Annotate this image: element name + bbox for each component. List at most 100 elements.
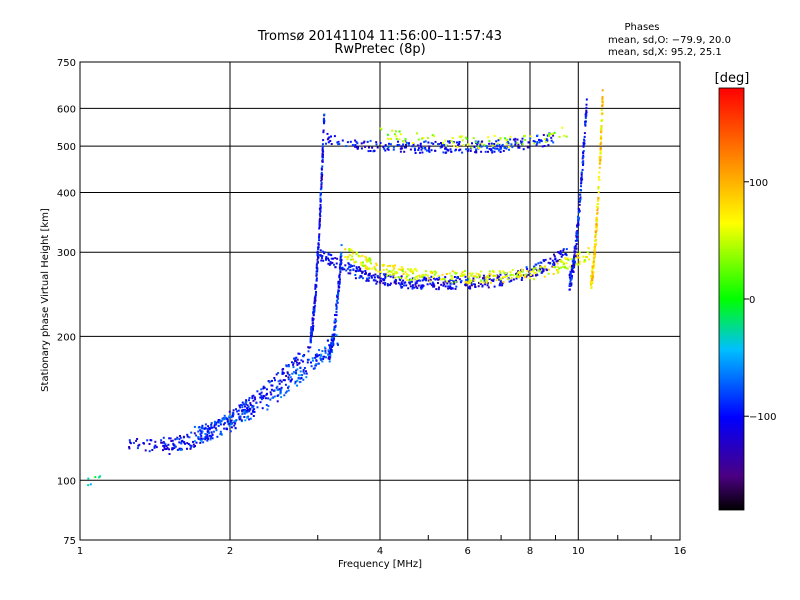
data-point <box>319 203 322 206</box>
data-point <box>251 406 254 409</box>
data-point <box>314 299 317 302</box>
data-point <box>348 266 350 269</box>
data-point <box>473 279 476 282</box>
data-point <box>332 257 334 260</box>
data-point <box>309 346 312 349</box>
data-point <box>458 149 461 152</box>
data-point <box>299 370 302 373</box>
data-point <box>581 157 584 160</box>
data-point <box>285 390 288 393</box>
data-point <box>346 267 349 270</box>
data-point <box>414 152 417 154</box>
data-point <box>591 281 594 284</box>
data-point <box>369 150 372 152</box>
data-point <box>517 146 520 149</box>
data-point <box>416 144 419 147</box>
data-point <box>565 254 568 257</box>
data-point <box>274 379 276 382</box>
data-point <box>335 300 338 303</box>
data-point <box>455 279 458 282</box>
data-point <box>163 442 166 445</box>
data-point <box>199 438 202 441</box>
data-point <box>338 281 341 284</box>
data-point <box>375 264 378 267</box>
data-point <box>337 140 340 143</box>
data-point <box>311 319 314 322</box>
data-point <box>601 96 604 99</box>
data-point <box>305 370 307 373</box>
data-point <box>425 279 428 282</box>
data-point <box>337 282 340 285</box>
data-point <box>367 279 370 282</box>
data-point <box>317 362 320 365</box>
data-point <box>451 281 454 284</box>
data-point <box>318 349 321 352</box>
data-point <box>372 150 375 153</box>
data-point <box>528 270 530 273</box>
data-point <box>570 273 572 276</box>
data-point <box>516 142 519 145</box>
data-point <box>358 255 361 258</box>
data-point <box>401 285 404 288</box>
data-point <box>337 285 340 288</box>
data-point <box>326 132 329 135</box>
data-point <box>233 420 236 423</box>
data-point <box>427 274 429 277</box>
data-point <box>576 237 579 240</box>
data-point <box>407 144 410 147</box>
data-point <box>476 141 479 144</box>
data-point <box>475 141 478 144</box>
data-point <box>573 251 576 254</box>
data-point <box>331 345 333 348</box>
data-point <box>385 268 388 271</box>
data-point <box>561 254 564 256</box>
data-point <box>524 139 527 141</box>
data-point <box>223 427 226 430</box>
data-point <box>376 280 379 283</box>
data-point <box>316 252 319 255</box>
data-point <box>269 391 272 394</box>
data-point <box>453 144 455 147</box>
data-point <box>279 379 282 382</box>
data-point <box>303 372 306 375</box>
data-point <box>422 273 425 276</box>
data-point <box>249 417 252 420</box>
data-point <box>571 260 574 263</box>
data-point <box>335 308 338 311</box>
data-point <box>458 135 461 138</box>
data-point <box>313 308 316 311</box>
data-point <box>585 103 588 106</box>
data-point <box>354 260 357 263</box>
data-point <box>320 171 323 174</box>
data-point <box>311 322 314 325</box>
data-point <box>539 270 541 273</box>
data-point <box>334 257 337 260</box>
data-point <box>329 348 332 351</box>
data-point <box>174 438 177 441</box>
x-axis-label: Frequency [MHz] <box>338 559 422 570</box>
data-point <box>485 145 488 148</box>
data-point <box>569 271 572 274</box>
data-point <box>508 148 510 151</box>
data-point <box>512 274 515 277</box>
data-point <box>366 140 369 143</box>
data-point <box>198 426 201 428</box>
data-point <box>355 267 358 270</box>
data-point <box>592 263 595 266</box>
colorbar-tick-label: 0 <box>749 295 755 306</box>
data-point <box>337 293 340 296</box>
data-point <box>279 392 282 395</box>
data-point <box>246 416 249 419</box>
data-point <box>226 418 228 420</box>
data-point <box>550 133 553 136</box>
data-point <box>207 425 210 428</box>
data-point <box>486 146 489 149</box>
data-point <box>601 118 604 121</box>
data-point <box>504 276 507 279</box>
data-point <box>444 276 447 279</box>
data-point <box>502 281 505 284</box>
data-point <box>344 264 347 267</box>
data-point <box>584 124 587 127</box>
data-point <box>576 235 579 238</box>
